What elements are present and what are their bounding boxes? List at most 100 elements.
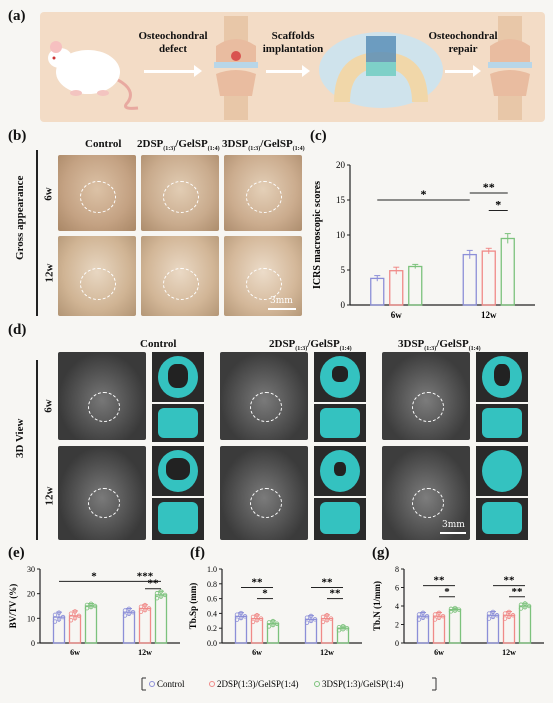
data-point	[142, 602, 148, 608]
x-tick-label: 6w	[391, 310, 403, 320]
y-tick-label: 6	[395, 584, 399, 593]
gross-photo-control-12w	[58, 236, 136, 316]
data-point	[234, 612, 240, 617]
panel-label-c: (c)	[310, 128, 327, 144]
view3d-label: 3D View	[14, 418, 26, 458]
gross-divider	[36, 150, 38, 316]
col-control-b: Control	[85, 138, 122, 150]
x-tick-label: 6w	[70, 648, 80, 657]
defect-circle	[412, 488, 444, 518]
data-point	[158, 594, 164, 599]
scale-text-d: 3mm	[442, 520, 465, 530]
data-point	[130, 609, 136, 615]
data-point	[258, 616, 264, 621]
data-point	[250, 619, 256, 625]
data-point	[68, 618, 74, 623]
significance-mark: *	[91, 570, 97, 582]
cylinder-hole	[166, 458, 190, 480]
col-3dsp-b: 3DSP(1:3)/GelSP(1:4)	[222, 138, 305, 152]
data-point	[506, 614, 512, 620]
cylinder-hole	[494, 364, 510, 386]
y-tick-label: 0.4	[207, 609, 217, 618]
data-point	[320, 619, 326, 625]
arrow-3	[445, 65, 481, 77]
bar	[432, 615, 446, 644]
legend-marker-2dsp	[209, 681, 215, 687]
y-tick-label: 30	[27, 565, 35, 574]
significance-mark: *	[495, 198, 501, 212]
data-point	[154, 596, 160, 601]
cyl-top-2dsp-12w	[314, 446, 366, 496]
view3d-divider	[36, 360, 38, 540]
x-tick-label: 12w	[320, 648, 334, 657]
g3-sub2: (1:4)	[292, 146, 305, 153]
panel-label-f: (f)	[190, 545, 205, 561]
significance-mark: **	[322, 577, 334, 589]
data-point	[420, 615, 426, 621]
cylinder-side	[158, 502, 198, 534]
step3-text: Osteochondral repair	[428, 30, 498, 55]
data-point	[126, 611, 132, 617]
y-tick-label: 8	[395, 565, 399, 574]
data-point	[270, 618, 276, 624]
bar	[370, 277, 385, 306]
data-point	[308, 613, 314, 619]
ct-2dsp-6w	[220, 352, 308, 440]
panel-label-g: (g)	[372, 545, 390, 561]
data-point	[340, 626, 346, 632]
data-point	[518, 602, 524, 607]
data-point	[122, 613, 128, 618]
x-tick-label: 12w	[138, 648, 152, 657]
row-12w-d: 12w	[43, 486, 56, 506]
data-point	[424, 613, 430, 619]
cyl-side-2dsp-12w	[314, 498, 366, 540]
gross-appearance-label: Gross appearance	[14, 175, 26, 260]
g3-mid: /GelSP	[436, 338, 469, 350]
data-point	[490, 609, 496, 615]
gross-photo-3dsp-12w: 3mm	[224, 236, 302, 316]
data-point	[68, 611, 74, 616]
data-point	[138, 609, 144, 614]
data-point	[242, 614, 248, 619]
data-point	[448, 609, 454, 614]
significance-mark: **	[434, 575, 446, 587]
g2-mid: /GelSP	[175, 138, 208, 150]
legend-control: Control	[157, 679, 185, 689]
data-point	[452, 608, 458, 613]
gross-photo-3dsp-6w	[224, 155, 302, 231]
data-point	[88, 601, 94, 606]
significance-mark: **	[512, 586, 524, 598]
defect-circle	[246, 268, 282, 300]
data-point	[250, 614, 256, 620]
g3-main: 3DSP	[222, 138, 249, 150]
data-point	[486, 616, 492, 621]
bar	[84, 605, 98, 644]
cylinder-top	[482, 450, 522, 492]
bar	[486, 614, 500, 644]
ct-2dsp-12w	[220, 446, 308, 540]
cylinder-hole	[168, 364, 188, 388]
significance-mark: ***	[137, 570, 154, 582]
legend-bracket-right	[432, 677, 437, 691]
y-tick-label: 0	[31, 639, 35, 648]
defect-circle	[412, 392, 444, 422]
y-tick-label: 0.6	[207, 595, 217, 604]
data-point	[142, 607, 148, 613]
defect-circle	[163, 181, 199, 213]
data-point	[304, 620, 310, 625]
data-point	[490, 614, 496, 620]
significance-mark: *	[421, 187, 427, 201]
g3-sub1: (1:3)	[248, 146, 261, 153]
data-point	[416, 617, 422, 622]
data-point	[238, 610, 244, 616]
cyl-top-3dsp-6w	[476, 352, 528, 402]
row-12w-b: 12w	[43, 263, 56, 283]
scale-text-b: 3mm	[270, 296, 293, 306]
y-tick-label: 10	[27, 614, 35, 623]
gross-photo-2dsp-12w	[141, 236, 219, 316]
y-axis-label: Tb.N (1/mm)	[372, 581, 382, 631]
data-point	[72, 609, 78, 614]
y-axis-label: Tb.Sp (mm)	[188, 583, 198, 630]
